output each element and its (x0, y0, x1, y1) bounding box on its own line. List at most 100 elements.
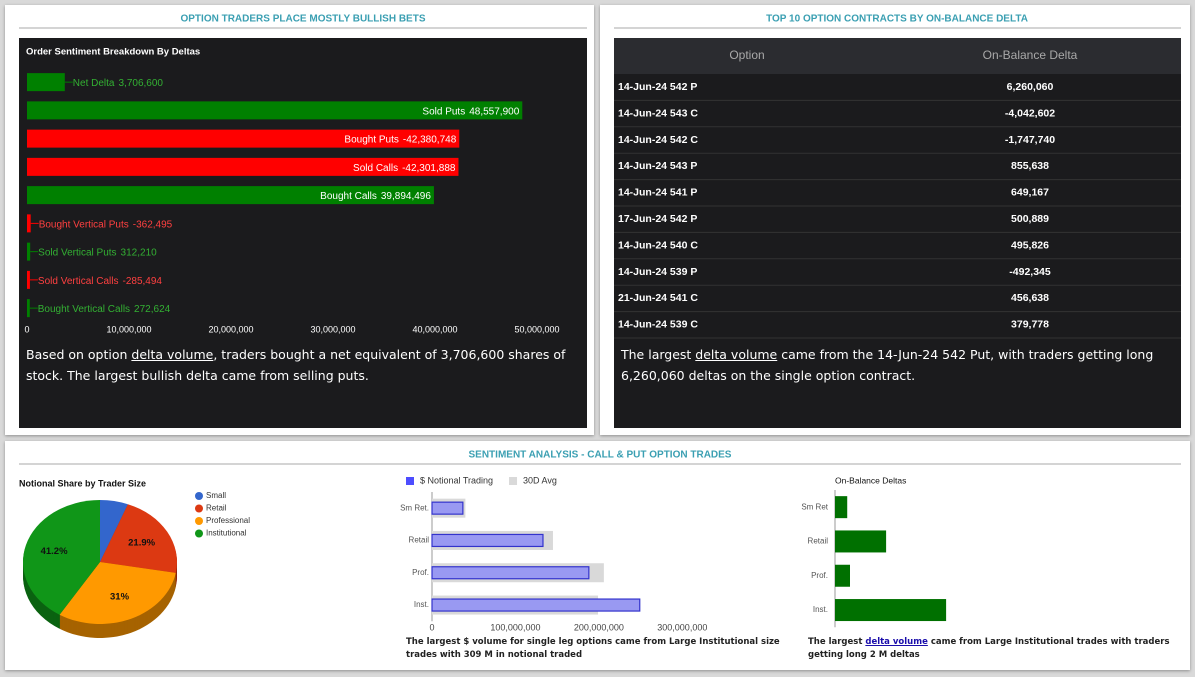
y-tick-label: Retail (808, 537, 829, 546)
value-label: -362,495 (133, 219, 173, 230)
table-cell: 6,260,060 (1007, 81, 1054, 93)
bar (431, 533, 544, 548)
bar (835, 530, 887, 553)
table-cell: 14-Jun-24 543 P (618, 160, 697, 172)
bar (27, 242, 31, 261)
y-tick-label: Inst. (414, 600, 429, 609)
value-label: -42,301,888 (402, 163, 456, 174)
text: , traders bought a net equivalent of 3,7… (26, 347, 566, 383)
bar (27, 101, 523, 120)
table-background (614, 38, 1181, 428)
text: Based on option (26, 347, 132, 362)
panel-title: TOP 10 OPTION CONTRACTS BY ON-BALANCE DE… (766, 14, 1028, 25)
x-tick-label: 0 (24, 324, 29, 334)
pie-slice (23, 500, 101, 615)
legend-label: Institutional (206, 529, 247, 538)
table-cell: 500,889 (1011, 213, 1049, 225)
bar (27, 186, 434, 205)
x-tick-label: 40,000,000 (412, 324, 457, 334)
category-label: Sold Calls (353, 163, 398, 174)
table-cell: -1,747,740 (1005, 134, 1055, 146)
bar (835, 564, 850, 587)
x-tick-label: 50,000,000 (514, 324, 559, 334)
bar (431, 501, 464, 515)
legend-swatch (406, 477, 414, 485)
data-label: Bought Vertical Calls 272,624 (38, 304, 171, 315)
legend-swatch (195, 492, 203, 500)
pie-slice (59, 562, 176, 624)
table-cell: 495,826 (1011, 239, 1049, 251)
table-cell: 21-Jun-24 541 C (618, 292, 698, 304)
column-header: Option (729, 48, 764, 62)
link[interactable]: delta volume (865, 637, 928, 647)
category-label: Bought Vertical Calls (38, 304, 130, 315)
bar (835, 496, 848, 519)
data-label: Sold Vertical Puts 312,210 (38, 247, 157, 258)
text: The largest (808, 637, 866, 647)
pie-slice (100, 500, 128, 562)
legend-swatch (195, 504, 203, 513)
data-label: Bought Calls 39,894,496 (320, 191, 431, 202)
link[interactable]: delta volume (131, 347, 214, 362)
data-label: Sold Puts 48,557,900 (422, 106, 519, 117)
summary: The largest delta volume came from the 1… (621, 344, 1161, 386)
category-label: Bought Vertical Puts (39, 219, 129, 230)
value-label: 3,706,600 (118, 78, 163, 89)
bar (431, 598, 641, 612)
text: came from the 14-Jun-24 542 Put, with tr… (621, 347, 1154, 383)
data-label: Bought Puts -42,380,748 (344, 134, 456, 145)
link[interactable]: delta volume (695, 347, 778, 362)
data-label: 21.9% (128, 538, 155, 549)
table-cell: 17-Jun-24 542 P (618, 213, 697, 225)
data-label: Net Delta 3,706,600 (73, 78, 164, 89)
table-cell: 14-Jun-24 542 C (618, 134, 698, 146)
pie-slice (100, 504, 178, 573)
x-tick-label: 0 (429, 622, 434, 632)
table-cell: 14-Jun-24 540 C (618, 239, 698, 251)
value-label: 39,894,496 (381, 191, 431, 202)
table-cell: 456,638 (1011, 292, 1049, 304)
chart-title: Notional Share by Trader Size (19, 478, 146, 488)
table-cell: 649,167 (1011, 187, 1049, 199)
legend-label: Small (206, 491, 226, 500)
panel-title: OPTION TRADERS PLACE MOSTLY BULLISH BETS (180, 14, 425, 25)
x-tick-label: 300,000,000 (657, 622, 707, 632)
value-label: -42,380,748 (403, 134, 457, 145)
bar (835, 599, 947, 622)
y-tick-label: Retail (409, 536, 430, 545)
table-header (614, 38, 1181, 74)
x-tick-label: 10,000,000 (106, 324, 151, 334)
panel (5, 441, 1190, 670)
panel-title: SENTIMENT ANALYSIS - CALL & PUT OPTION T… (469, 450, 732, 461)
value-label: 312,210 (121, 247, 158, 258)
text: The largest (621, 347, 696, 362)
table-cell: 14-Jun-24 539 C (618, 319, 698, 331)
table-cell: 14-Jun-24 542 P (618, 81, 697, 93)
summary: Based on option delta volume, traders bo… (26, 344, 582, 386)
value-label: 272,624 (134, 304, 171, 315)
data-label: Sold Calls -42,301,888 (353, 163, 456, 174)
bar (27, 214, 31, 233)
legend-swatch (195, 517, 203, 525)
x-tick-label: 200,000,000 (574, 622, 624, 632)
column-header: On-Balance Delta (983, 48, 1078, 62)
legend-label: 30D Avg (523, 475, 557, 485)
category-label: Sold Vertical Puts (38, 247, 116, 258)
x-tick-label: 100,000,000 (490, 622, 540, 632)
data-label: 31% (110, 592, 130, 603)
table-cell: 379,778 (1011, 319, 1049, 331)
x-tick-label: 20,000,000 (208, 324, 253, 334)
category-label: Sold Vertical Calls (38, 276, 119, 287)
y-tick-label: Prof. (811, 571, 828, 580)
table-cell: -4,042,602 (1005, 107, 1055, 119)
value-label: -285,494 (123, 276, 163, 287)
caption: The largest $ volume for single leg opti… (406, 637, 780, 660)
table-cell: -492,345 (1009, 266, 1051, 278)
category-label: Sold Puts (422, 106, 465, 117)
y-tick-label: Prof. (412, 568, 429, 577)
bar (27, 299, 30, 318)
y-tick-label: Inst. (813, 605, 828, 614)
table-cell: 14-Jun-24 539 P (618, 266, 697, 278)
